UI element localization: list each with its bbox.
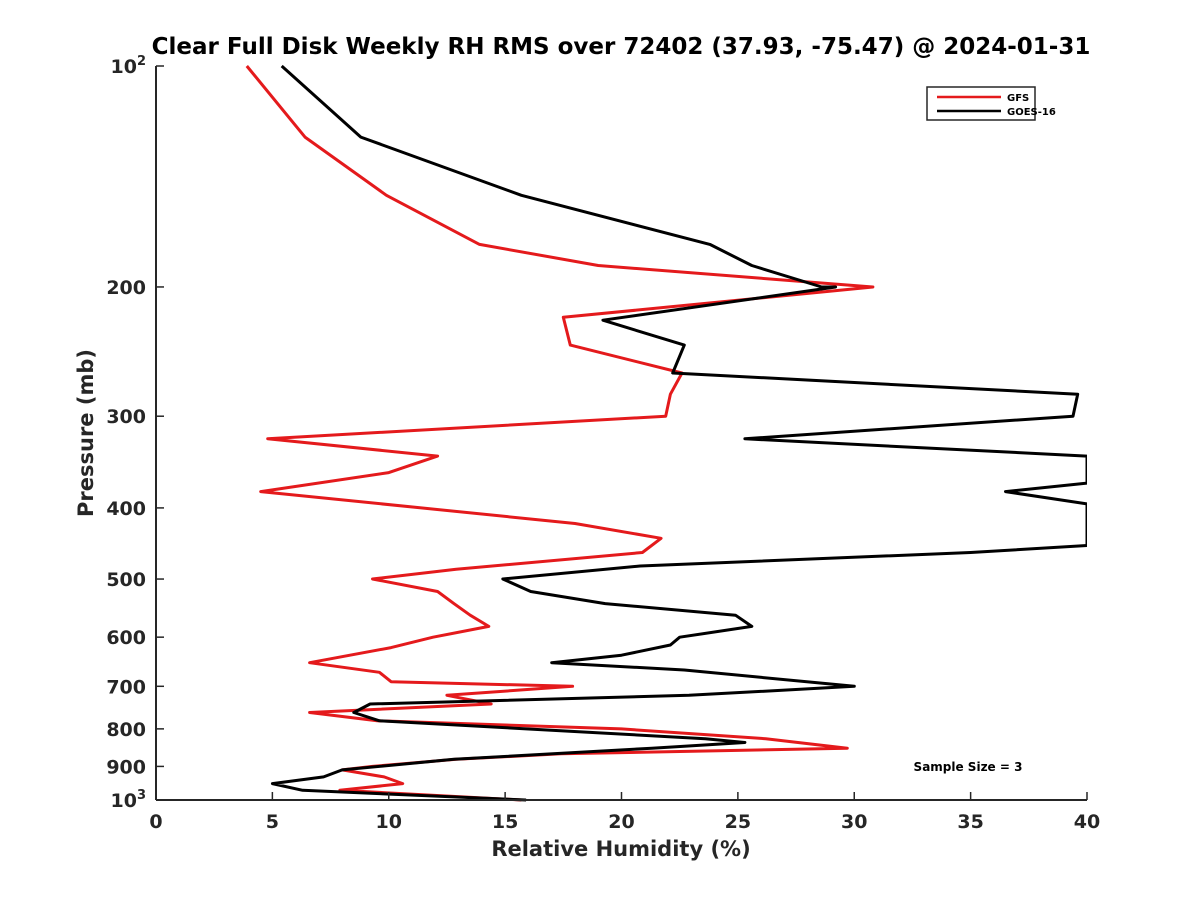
y-tick-label: 600 [106,627,146,649]
legend: GFS GOES-16 [926,86,1056,121]
x-tick-label: 30 [841,811,867,833]
y-tick-label: 700 [106,676,146,698]
series-line-gfs [245,65,875,802]
y-ticks: 102 200 300 400 500 600 700 800 900 103 [106,54,164,812]
y-tick-label: 200 [106,277,146,299]
y-tick-label: 500 [106,569,146,591]
x-tick-label: 25 [725,811,751,833]
legend-goes16-label: GOES-16 [1007,107,1056,118]
y-tick-label: 300 [106,406,146,428]
x-tick-label: 0 [149,811,162,833]
chart-title: Clear Full Disk Weekly RH RMS over 72402… [152,34,1091,60]
legend-gfs-label: GFS [1007,93,1029,104]
x-tick-label: 35 [957,811,983,833]
y-tick-label: 900 [106,756,146,778]
y-tick-label: 103 [111,788,147,812]
x-tick-label: 40 [1074,811,1100,833]
y-tick-label: 102 [111,54,147,78]
legend-box [926,86,1036,121]
plot-lines [245,64,1087,802]
x-tick-label: 20 [608,811,634,833]
series-line-goes-16 [270,64,1087,802]
y-tick-label: 800 [106,719,146,741]
sample-size-annotation: Sample Size = 3 [914,760,1023,774]
y-tick-label: 400 [106,498,146,520]
x-tick-label: 15 [492,811,518,833]
y-axis-label: Pressure (mb) [74,349,98,517]
x-tick-label: 10 [376,811,402,833]
x-tick-label: 5 [266,811,279,833]
x-ticks: 0 5 10 15 20 25 30 35 40 [149,792,1100,833]
x-axis-label: Relative Humidity (%) [491,837,750,861]
